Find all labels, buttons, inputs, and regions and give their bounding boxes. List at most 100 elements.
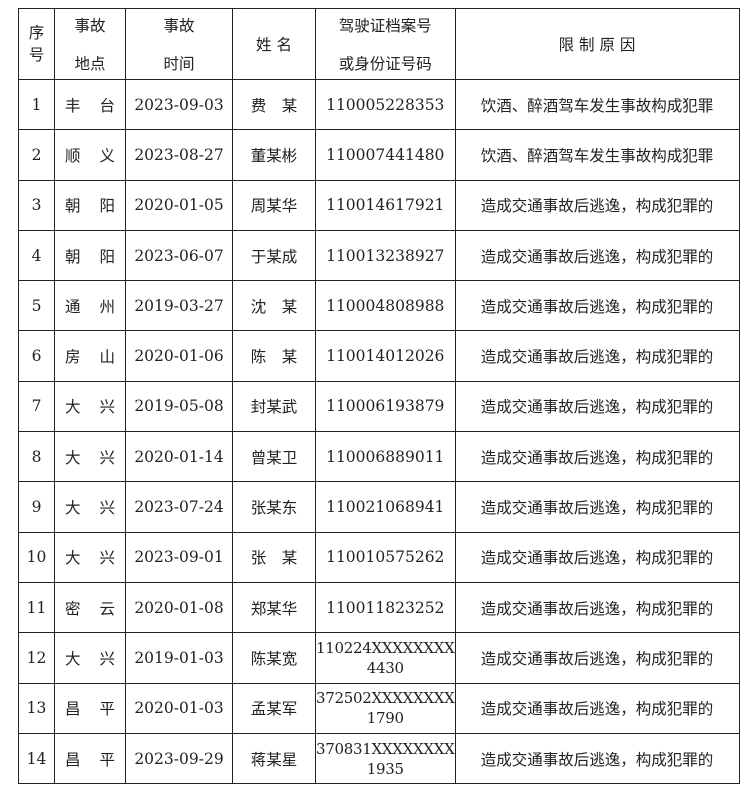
cell-id: 110004808988	[315, 280, 456, 332]
cell-reason: 饮酒、醉酒驾车发生事故构成犯罪	[454, 78, 740, 131]
cell-id: 110007441480	[315, 129, 456, 181]
cell-index: 6	[18, 330, 55, 382]
cell-name: 陈 某	[232, 330, 316, 382]
cell-id: 110006193879	[315, 380, 456, 433]
cell-date: 2023-08-27	[125, 129, 233, 181]
id-line: 110010575262	[326, 548, 445, 567]
table-row: 14 昌平 2023-09-29 蒋某星 370831XXXXXXXX 1935 造成交通事…	[18, 732, 740, 785]
id-line: 110005228353	[326, 95, 445, 114]
header-name: 姓 名	[232, 8, 316, 80]
id-line: 110224XXXXXXXX	[316, 638, 455, 657]
header-location: 事故 地点	[54, 8, 126, 80]
cell-date: 2023-07-24	[125, 481, 233, 533]
cell-id: 110021068941	[315, 481, 456, 533]
cell-name: 董某彬	[232, 129, 316, 181]
id-line: 110006193879	[326, 397, 445, 416]
header-time: 事故 时间	[125, 8, 233, 80]
cell-index: 2	[18, 129, 55, 181]
header-id: 驾驶证档案号 或身份证号码	[315, 8, 456, 80]
cell-name: 周某华	[232, 179, 316, 231]
cell-id: 110005228353	[315, 78, 456, 131]
cell-id: 110224XXXXXXXX 4430	[315, 632, 456, 684]
cell-id: 110011823252	[315, 581, 456, 634]
cell-location: 顺义	[54, 129, 126, 181]
header-reason: 限 制 原 因	[454, 8, 740, 80]
cell-date: 2020-01-06	[125, 330, 233, 382]
cell-reason: 造成交通事故后逃逸，构成犯罪的	[454, 431, 740, 483]
cell-id: 110014617921	[315, 179, 456, 231]
cell-name: 郑某华	[232, 581, 316, 634]
cell-location: 密云	[54, 581, 126, 634]
cell-date: 2020-01-03	[125, 682, 233, 734]
cell-location: 大兴	[54, 481, 126, 533]
table-row: 13 昌平 2020-01-03 孟某军 372502XXXXXXXX 1790 造成交通事…	[18, 682, 740, 734]
cell-reason: 造成交通事故后逃逸，构成犯罪的	[454, 632, 740, 684]
id-line: 110006889011	[326, 447, 445, 466]
cell-location: 昌平	[54, 732, 126, 785]
cell-name: 张 某	[232, 531, 316, 583]
cell-reason: 造成交通事故后逃逸，构成犯罪的	[454, 330, 740, 382]
table-row: 9 大兴 2023-07-24 张某东 110021068941 造成交通事故后逃逸，构成…	[18, 481, 740, 533]
cell-reason: 造成交通事故后逃逸，构成犯罪的	[454, 229, 740, 282]
cell-index: 3	[18, 179, 55, 231]
cell-name: 封某武	[232, 380, 316, 433]
id-line: 110014012026	[326, 347, 445, 366]
table-row: 4 朝阳 2023-06-07 于某成 110013238927 造成交通事故后逃逸，构成…	[18, 229, 740, 282]
cell-location: 房山	[54, 330, 126, 382]
cell-index: 7	[18, 380, 55, 433]
table-row: 6 房山 2020-01-06 陈 某 110014012026 造成交通事故后逃逸，构成…	[18, 330, 740, 382]
cell-name: 张某东	[232, 481, 316, 533]
cell-index: 4	[18, 229, 55, 282]
cell-reason: 造成交通事故后逃逸，构成犯罪的	[454, 280, 740, 332]
id-line: 1790	[366, 709, 404, 728]
id-line: 110014617921	[326, 196, 445, 215]
cell-reason: 造成交通事故后逃逸，构成犯罪的	[454, 581, 740, 634]
cell-location: 大兴	[54, 380, 126, 433]
cell-name: 蒋某星	[232, 732, 316, 785]
id-line: 110021068941	[326, 498, 445, 517]
cell-location: 昌平	[54, 682, 126, 734]
cell-date: 2019-03-27	[125, 280, 233, 332]
cell-location: 大兴	[54, 531, 126, 583]
cell-date: 2023-06-07	[125, 229, 233, 282]
cell-date: 2023-09-01	[125, 531, 233, 583]
cell-reason: 造成交通事故后逃逸，构成犯罪的	[454, 531, 740, 583]
cell-location: 大兴	[54, 431, 126, 483]
cell-id: 372502XXXXXXXX 1790	[315, 682, 456, 734]
header-index: 序号	[18, 8, 55, 80]
id-line: 110007441480	[326, 145, 445, 164]
table-row: 10 大兴 2023-09-01 张 某 110010575262 造成交通事故后逃逸，构…	[18, 531, 740, 583]
table-row: 1 丰台 2023-09-03 费 某 110005228353 饮酒、醉酒驾车发生事故构…	[18, 78, 740, 131]
cell-date: 2019-05-08	[125, 380, 233, 433]
table-row: 8 大兴 2020-01-14 曾某卫 110006889011 造成交通事故后逃逸，构成…	[18, 431, 740, 483]
cell-name: 曾某卫	[232, 431, 316, 483]
cell-date: 2023-09-29	[125, 732, 233, 785]
table-row: 12 大兴 2019-01-03 陈某宽 110224XXXXXXXX 4430 造成交通事…	[18, 632, 740, 684]
table-row: 3 朝阳 2020-01-05 周某华 110014617921 造成交通事故后逃逸，构成…	[18, 179, 740, 231]
id-line: 370831XXXXXXXX	[316, 739, 455, 758]
cell-date: 2020-01-14	[125, 431, 233, 483]
table-row: 2 顺义 2023-08-27 董某彬 110007441480 饮酒、醉酒驾车发生事故构…	[18, 129, 740, 181]
cell-reason: 造成交通事故后逃逸，构成犯罪的	[454, 682, 740, 734]
cell-name: 费 某	[232, 78, 316, 131]
cell-name: 孟某军	[232, 682, 316, 734]
cell-date: 2020-01-08	[125, 581, 233, 634]
cell-id: 370831XXXXXXXX 1935	[315, 732, 456, 785]
cell-name: 沈 某	[232, 280, 316, 332]
cell-id: 110014012026	[315, 330, 456, 382]
id-line: 110013238927	[326, 246, 445, 265]
cell-index: 1	[18, 78, 55, 131]
cell-id: 110010575262	[315, 531, 456, 583]
cell-id: 110006889011	[315, 431, 456, 483]
cell-reason: 造成交通事故后逃逸，构成犯罪的	[454, 481, 740, 533]
cell-name: 于某成	[232, 229, 316, 282]
header-row: 序号 事故 地点 事故 时间 姓 名 驾驶证档案号 或身份证号码 限 制 原 因	[18, 8, 740, 80]
cell-index: 11	[18, 581, 55, 634]
id-line: 1935	[366, 759, 404, 778]
table-row: 7 大兴 2019-05-08 封某武 110006193879 造成交通事故后逃逸，构成…	[18, 380, 740, 433]
cell-location: 大兴	[54, 632, 126, 684]
cell-index: 5	[18, 280, 55, 332]
cell-location: 丰台	[54, 78, 126, 131]
cell-index: 9	[18, 481, 55, 533]
id-line: 110004808988	[326, 296, 445, 315]
